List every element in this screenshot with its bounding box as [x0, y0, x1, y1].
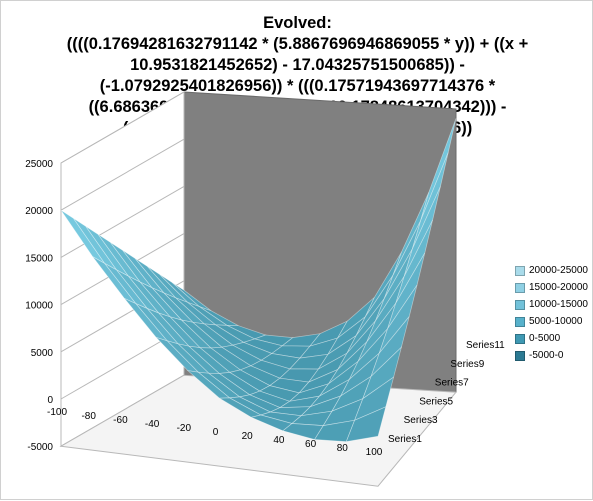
x-tick-label: -100	[47, 407, 67, 418]
surface-cell	[362, 346, 403, 400]
title-line: 10.9531821452652) - 17.04325751500685)) …	[130, 56, 465, 74]
surface-cell	[378, 285, 418, 354]
title-line: ((((0.17694281632791142 * (5.88676969468…	[66, 35, 529, 53]
legend-item: -5000-0	[515, 350, 593, 367]
x-tick-label: 100	[366, 447, 383, 458]
legend-item: 15000-20000	[515, 282, 593, 299]
legend-label: 0-5000	[529, 333, 561, 344]
legend-swatch	[515, 300, 525, 310]
surface-mesh	[60, 118, 457, 443]
z-tick-label: 10000	[25, 301, 53, 312]
legend: 20000-25000 15000-20000 10000-15000 5000…	[515, 265, 593, 367]
z-tick-label: 5000	[31, 348, 54, 359]
legend-item: 5000-10000	[515, 316, 593, 333]
legend-label: 5000-10000	[529, 316, 583, 327]
series-tick-label: Series5	[419, 396, 453, 407]
z-gridline	[60, 91, 185, 164]
x-tick-label: 60	[305, 439, 317, 450]
legend-label: 15000-20000	[529, 282, 588, 293]
z-tick-label: 20000	[25, 206, 53, 217]
legend-item: 10000-15000	[515, 299, 593, 316]
legend-swatch	[515, 317, 525, 327]
z-tick-label: 0	[47, 395, 53, 406]
legend-swatch	[515, 334, 525, 344]
z-gridline	[60, 185, 185, 258]
x-tick-label: 20	[242, 431, 254, 442]
legend-label: 10000-15000	[529, 299, 588, 310]
series-tick-label: Series9	[450, 359, 484, 370]
x-tick-label: -20	[177, 423, 192, 434]
surface-cell	[345, 406, 387, 443]
series-tick-label: Series3	[404, 415, 438, 426]
legend-swatch	[515, 351, 525, 361]
z-gridline	[60, 138, 185, 211]
surface-cell	[420, 118, 457, 221]
z-tick-label: -5000	[27, 442, 53, 453]
series-tick-label: Series11	[466, 340, 505, 351]
legend-label: -5000-0	[529, 350, 564, 361]
title-line: (-1.0792925401826956)) * (((0.1757194369…	[99, 77, 496, 95]
x-tick-label: -80	[81, 411, 96, 422]
legend-item: 0-5000	[515, 333, 593, 350]
x-tick-label: 40	[273, 435, 285, 446]
x-tick-label: -40	[145, 419, 160, 430]
legend-swatch	[515, 266, 525, 276]
axis-labels: 25000 20000 15000 10000 5000 0 -5000 -100 -80 -60…	[25, 159, 505, 458]
title-line: Evolved:	[263, 14, 332, 32]
surface-cell	[411, 152, 449, 250]
legend-label: 20000-25000	[529, 265, 588, 276]
z-tick-label: 25000	[25, 159, 53, 170]
surface-cell	[403, 186, 441, 277]
series-tick-label: Series7	[435, 378, 469, 389]
series-tick-label: Series1	[388, 434, 422, 445]
legend-item: 20000-25000	[515, 265, 593, 282]
x-tick-label: 0	[213, 427, 219, 438]
x-tick-label: 80	[337, 443, 349, 454]
legend-swatch	[515, 283, 525, 293]
z-tick-label: 15000	[25, 253, 53, 264]
x-tick-label: -60	[113, 415, 128, 426]
